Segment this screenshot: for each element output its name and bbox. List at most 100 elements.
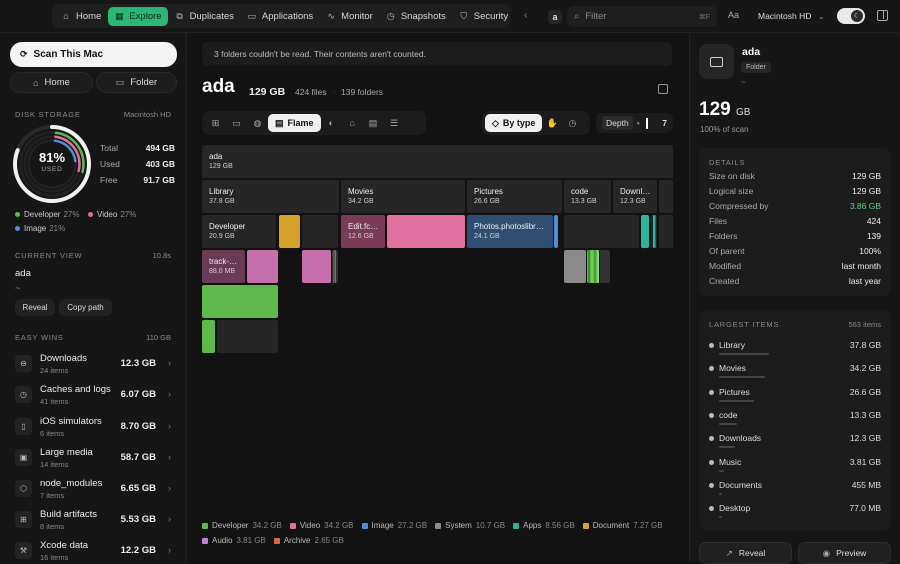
easy-win-xcode-data[interactable]: ⚒ Xcode data 16 items 12.2 GB › (13, 537, 176, 564)
text-size-button[interactable]: Aa (728, 10, 740, 20)
view-sunburst-icon[interactable]: ◍ (253, 117, 262, 128)
legend-image[interactable]: Image 27.2 GB (361, 521, 427, 530)
legend-audio[interactable]: Audio 3.81 GB (202, 536, 266, 545)
flame-block-developer-deep[interactable] (202, 320, 215, 353)
flame-block-small-2[interactable] (659, 215, 673, 248)
flame-block-downloads[interactable]: Downl… 12.3 GB (613, 180, 657, 213)
nav-home[interactable]: ⌂ Home (55, 7, 107, 26)
preview-button[interactable]: ◉ Preview (798, 542, 891, 564)
flame-block-developer[interactable]: Developer 20.9 GB (202, 215, 276, 248)
open-external-icon: ↗ (725, 547, 733, 558)
largest-item-row[interactable]: Library 37.8 GB (709, 340, 881, 362)
flame-sliver[interactable] (333, 250, 335, 283)
copy-path-button[interactable]: Copy path (59, 299, 112, 316)
build-icon: ⊞ (15, 511, 32, 528)
type-legend-row-1: Developer 34.2 GB Video 34.2 GB Image 27.2 … (202, 521, 671, 530)
flame-sliver[interactable] (597, 250, 599, 283)
theme-toggle[interactable]: ☾ (837, 8, 865, 24)
filter-input[interactable]: ⌕ Filter ⌘F (567, 6, 717, 27)
nav-security[interactable]: ⛉ Security (453, 7, 514, 26)
chevron-left-icon[interactable]: ‹ (524, 10, 528, 21)
flame-block-system[interactable] (564, 250, 586, 283)
nav-explore[interactable]: ▦ Explore (108, 6, 168, 26)
legend-apps[interactable]: Apps 8.56 GB (513, 521, 575, 530)
largest-item-row[interactable]: Pictures 26.6 GB (709, 387, 881, 409)
view-flame-button[interactable]: ▤ Flame (268, 114, 321, 132)
open-external-icon[interactable] (658, 84, 668, 94)
legend-system[interactable]: System 10.7 GB (435, 521, 505, 530)
view-folder-icon[interactable]: ▭ (232, 117, 241, 128)
nav-duplicates[interactable]: ⧉ Duplicates (169, 7, 240, 26)
group-clock-icon[interactable]: ◷ (568, 117, 577, 128)
flame-block-library[interactable]: Library 37.8 GB (202, 180, 339, 213)
easy-win-node-modules[interactable]: ⬡ node_modules 7 items 6.65 GB › (13, 475, 176, 502)
flame-block-track[interactable]: track-… 88.0 MB (202, 250, 245, 283)
flame-block-library-misc[interactable] (302, 215, 338, 248)
flame-block-apps[interactable] (641, 215, 649, 248)
folder-button[interactable]: ▭ Folder (96, 72, 177, 93)
flame-sliver[interactable] (594, 250, 596, 283)
flame-sliver[interactable] (653, 215, 655, 248)
flame-sliver[interactable] (588, 250, 590, 283)
legend-archive[interactable]: Archive 2.65 GB (273, 536, 344, 545)
flame-block-code-children[interactable] (564, 215, 639, 248)
breadcrumb[interactable]: a (548, 10, 562, 24)
largest-item-row[interactable]: code 13.3 GB (709, 410, 881, 432)
easy-win-caches[interactable]: ◷ Caches and logs 41 items 6.07 GB › (13, 381, 176, 408)
group-hand-icon[interactable]: ✋ (546, 117, 559, 128)
flame-sliver[interactable] (655, 215, 656, 248)
legend-document[interactable]: Document 7.27 GB (582, 521, 663, 530)
nav-applications[interactable]: ▭ Applications (241, 7, 319, 26)
largest-item-row[interactable]: Downloads 12.3 GB (709, 433, 881, 455)
disk-select[interactable]: Macintosh HD ⌄ (758, 11, 825, 22)
scan-share: 100% of scan (700, 125, 749, 134)
flame-block-photos-library[interactable]: Photos.photoslibr… 24.1 GB (467, 215, 553, 248)
flame-sliver[interactable] (591, 250, 593, 283)
largest-item-row[interactable]: Documents 455 MB (709, 480, 881, 502)
flame-block-dev-small[interactable] (587, 250, 599, 283)
easy-win-build-artifacts[interactable]: ⊞ Build artifacts 8 items 5.53 GB › (13, 506, 176, 533)
flame-block-pictures[interactable]: Pictures 26.6 GB (467, 180, 562, 213)
ring-developer (19, 131, 85, 197)
flame-block-movies[interactable]: Movies 34.2 GB (341, 180, 465, 213)
item-dot (709, 482, 714, 488)
sidebar-toggle-icon[interactable] (877, 10, 888, 21)
legend-developer[interactable]: Developer 34.2 GB (202, 521, 282, 530)
depth-slider-handle[interactable] (645, 117, 648, 129)
flame-block-edit[interactable]: Edit.fc… 12.6 GB (341, 215, 385, 248)
largest-item-row[interactable]: Desktop 77.0 MB (709, 503, 881, 525)
item-size-bar (719, 492, 722, 495)
flame-block-image-small[interactable] (554, 215, 558, 248)
easy-win-ios-simulators[interactable]: ▯ iOS simulators 6 items 8.70 GB › (13, 413, 176, 440)
flame-block-developer-files[interactable] (202, 285, 278, 318)
by-type-button[interactable]: ◇ By type (485, 114, 543, 132)
depth-control[interactable]: Depth • 7 (596, 113, 673, 133)
nav-snapshots[interactable]: ◷ Snapshots (380, 7, 452, 26)
view-calendar-icon[interactable]: ▤ (368, 117, 378, 128)
flame-block-code[interactable]: code 13.3 GB (564, 180, 611, 213)
flame-sliver[interactable] (335, 250, 336, 283)
view-list-icon[interactable]: ☰ (389, 117, 399, 128)
flame-block-video-a[interactable] (247, 250, 278, 283)
flame-block-ada[interactable]: ada 129 GB (202, 145, 673, 178)
flame-block-video-b[interactable] (302, 250, 331, 283)
view-grid-icon[interactable]: ⊞ (211, 117, 220, 128)
nav-monitor[interactable]: ∿ Monitor (320, 7, 379, 26)
view-building-icon[interactable]: ⌂ (349, 118, 355, 128)
easy-win-downloads[interactable]: ⊖ Downloads 24 items 12.3 GB › (13, 350, 176, 377)
flame-block-video-files[interactable] (387, 215, 465, 248)
legend-pct: 21% (49, 224, 66, 233)
flame-block-other[interactable] (659, 180, 673, 213)
home-button[interactable]: ⌂ Home (10, 72, 93, 93)
largest-item-row[interactable]: Movies 34.2 GB (709, 363, 881, 385)
easy-win-large-media[interactable]: ▣ Large media 14 items 58.7 GB › (13, 444, 176, 471)
view-drop-icon[interactable]: ◐ (328, 118, 334, 128)
flame-block-document[interactable] (279, 215, 300, 248)
reveal-button[interactable]: Reveal (15, 299, 55, 316)
flame-block-deep-misc[interactable] (217, 320, 278, 353)
scan-this-mac-button[interactable]: ⟳ Scan This Mac (10, 42, 177, 67)
legend-video[interactable]: Video 34.2 GB (289, 521, 354, 530)
largest-item-row[interactable]: Music 3.81 GB (709, 457, 881, 479)
flame-block-small-4[interactable] (600, 250, 610, 283)
reveal-button[interactable]: ↗ Reveal (699, 542, 792, 564)
